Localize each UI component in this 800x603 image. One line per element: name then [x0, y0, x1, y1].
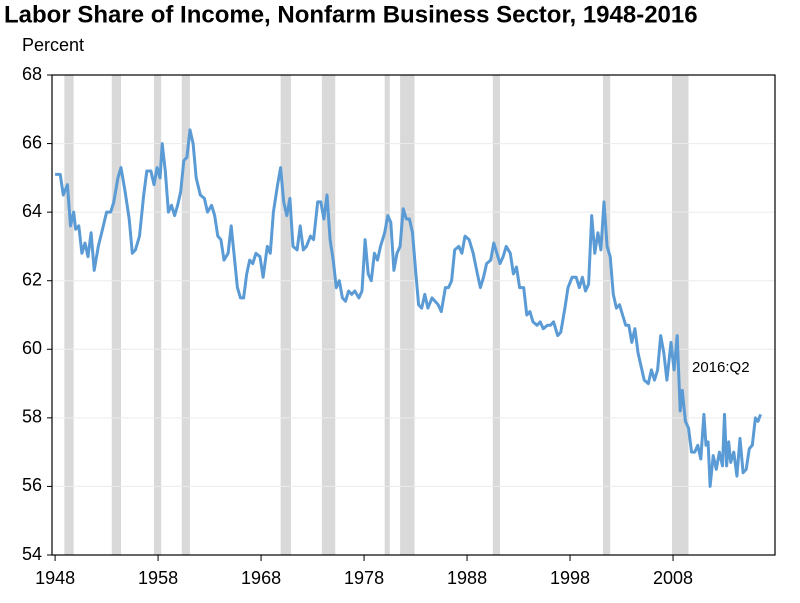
- x-tick-label: 1998: [550, 568, 590, 588]
- chart-title: Labor Share of Income, Nonfarm Business …: [4, 1, 698, 28]
- recession-band: [111, 75, 122, 555]
- y-axis-label: Percent: [22, 35, 84, 55]
- y-tick-label: 64: [22, 201, 42, 221]
- y-tick-label: 60: [22, 338, 42, 358]
- recession-band: [492, 75, 501, 555]
- recession-band: [672, 75, 689, 555]
- recession-band: [400, 75, 415, 555]
- recession-band: [384, 75, 390, 555]
- x-tick-label: 1968: [241, 568, 281, 588]
- data-line: [55, 128, 763, 488]
- x-tick-label: 1978: [344, 568, 384, 588]
- x-tick-label: 1958: [138, 568, 178, 588]
- y-tick-label: 68: [22, 64, 42, 84]
- annotation: 2016:Q2: [692, 359, 750, 376]
- x-tick-label: 2008: [653, 568, 693, 588]
- y-tick-label: 58: [22, 407, 42, 427]
- plot-frame: [51, 74, 776, 556]
- recession-band: [181, 75, 191, 555]
- recession-band: [280, 75, 291, 555]
- x-tick-label: 1948: [35, 568, 75, 588]
- y-tick-label: 54: [22, 544, 42, 564]
- y-tick-label: 66: [22, 132, 42, 152]
- plot-area: 54 56 58 60 62 64 66 68 1948 1958 1968 1978 1988 1998…: [22, 64, 776, 588]
- x-tick-label: 1988: [447, 568, 487, 588]
- recession-band: [153, 75, 162, 555]
- y-tick-label: 56: [22, 475, 42, 495]
- recession-band: [603, 75, 611, 555]
- recession-band: [64, 75, 74, 555]
- recession-band: [321, 75, 336, 555]
- y-tick-label: 62: [22, 269, 42, 289]
